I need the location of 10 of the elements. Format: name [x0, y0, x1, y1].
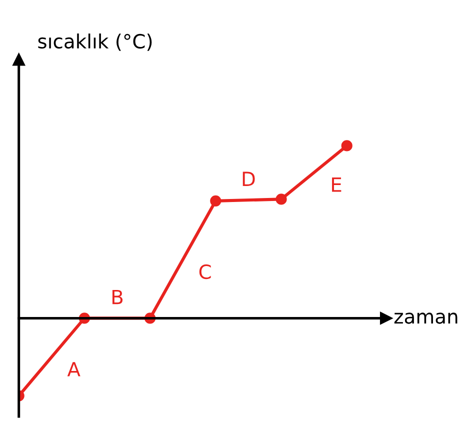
y-axis-title: sıcaklık (°C): [38, 34, 152, 51]
annotation: B: [112, 290, 123, 304]
annotation: D: [242, 172, 255, 186]
point: [341, 140, 352, 152]
point: [276, 194, 287, 205]
annotation: C: [199, 264, 211, 280]
annotation: A: [67, 362, 80, 376]
annotation: E: [332, 178, 342, 192]
x-axis-title: zaman: [394, 312, 458, 324]
point: [210, 195, 222, 206]
